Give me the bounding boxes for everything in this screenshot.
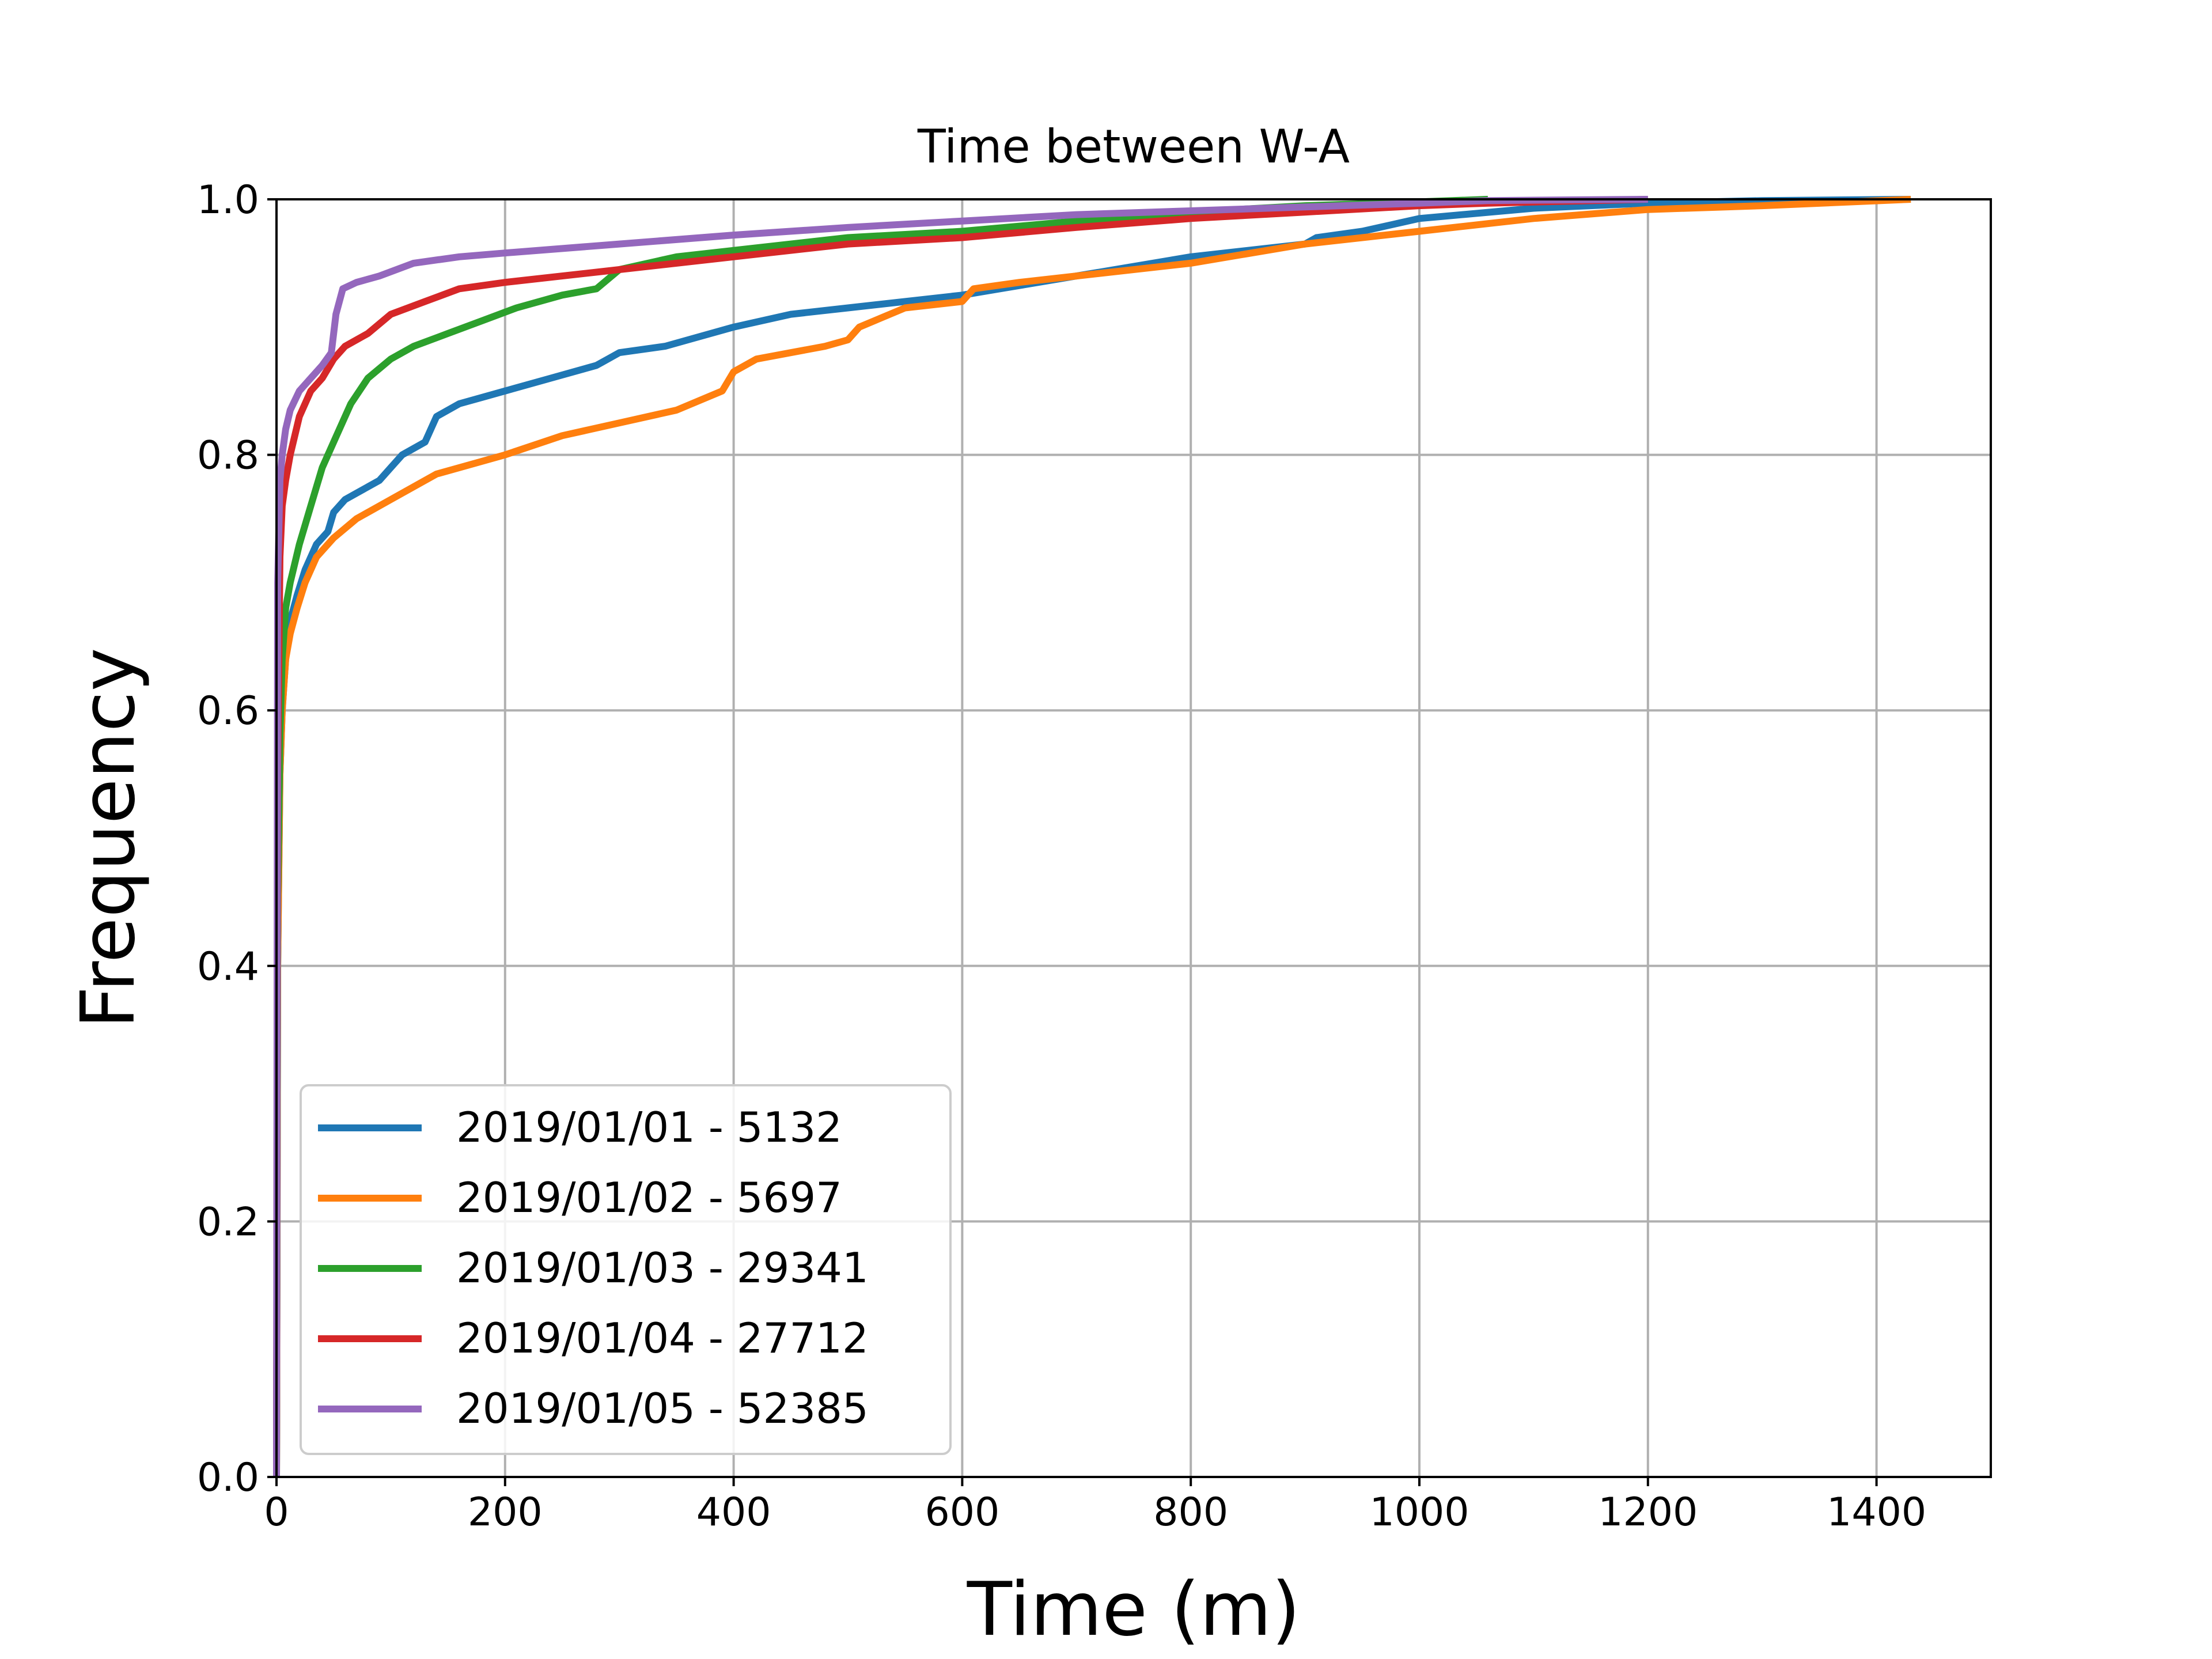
series-lines: [273, 196, 1911, 1478]
y-tick-label: 0.4: [197, 944, 259, 990]
legend-label: 2019/01/01 - 5132: [456, 1103, 842, 1152]
legend-label: 2019/01/05 - 52385: [456, 1384, 869, 1433]
series-line-5: [273, 196, 1648, 1478]
legend: 2019/01/01 - 5132 2019/01/02 - 5697 2019/0…: [300, 1084, 952, 1455]
y-tick-label: 0.2: [197, 1199, 259, 1245]
legend-label: 2019/01/04 - 27712: [456, 1314, 869, 1362]
x-tick-label: 1400: [1827, 1490, 1926, 1535]
series-line-3: [273, 196, 1488, 1478]
x-tick-label: 0: [264, 1490, 289, 1535]
x-tick-label: 800: [1153, 1490, 1228, 1535]
x-tick-label: 1000: [1369, 1490, 1469, 1535]
x-axis-label: Time (m): [967, 1567, 1301, 1653]
y-tick-label: 1.0: [197, 177, 259, 223]
y-tick-label: 0.0: [197, 1455, 259, 1501]
x-tick-label: 600: [925, 1490, 1000, 1535]
y-tick-label: 0.6: [197, 688, 259, 734]
plot-frame: [275, 198, 1992, 1478]
y-tick-label: 0.8: [197, 433, 259, 479]
legend-box: [300, 1084, 952, 1455]
series-line-2: [273, 196, 1911, 1478]
axis-ticks: 0 200 400 600 800 1000 1200 1400 0.0 0.2 0.4 0.6 0.8…: [197, 177, 1926, 1535]
chart-title: Time between W-A: [917, 120, 1350, 173]
x-tick-label: 200: [468, 1490, 543, 1535]
series-line-4: [273, 196, 1648, 1478]
legend-label: 2019/01/03 - 29341: [456, 1244, 869, 1292]
y-axis-label: Frequency: [66, 647, 151, 1028]
legend-label: 2019/01/02 - 5697: [456, 1173, 842, 1222]
x-tick-label: 1200: [1598, 1490, 1698, 1535]
x-tick-label: 400: [696, 1490, 771, 1535]
